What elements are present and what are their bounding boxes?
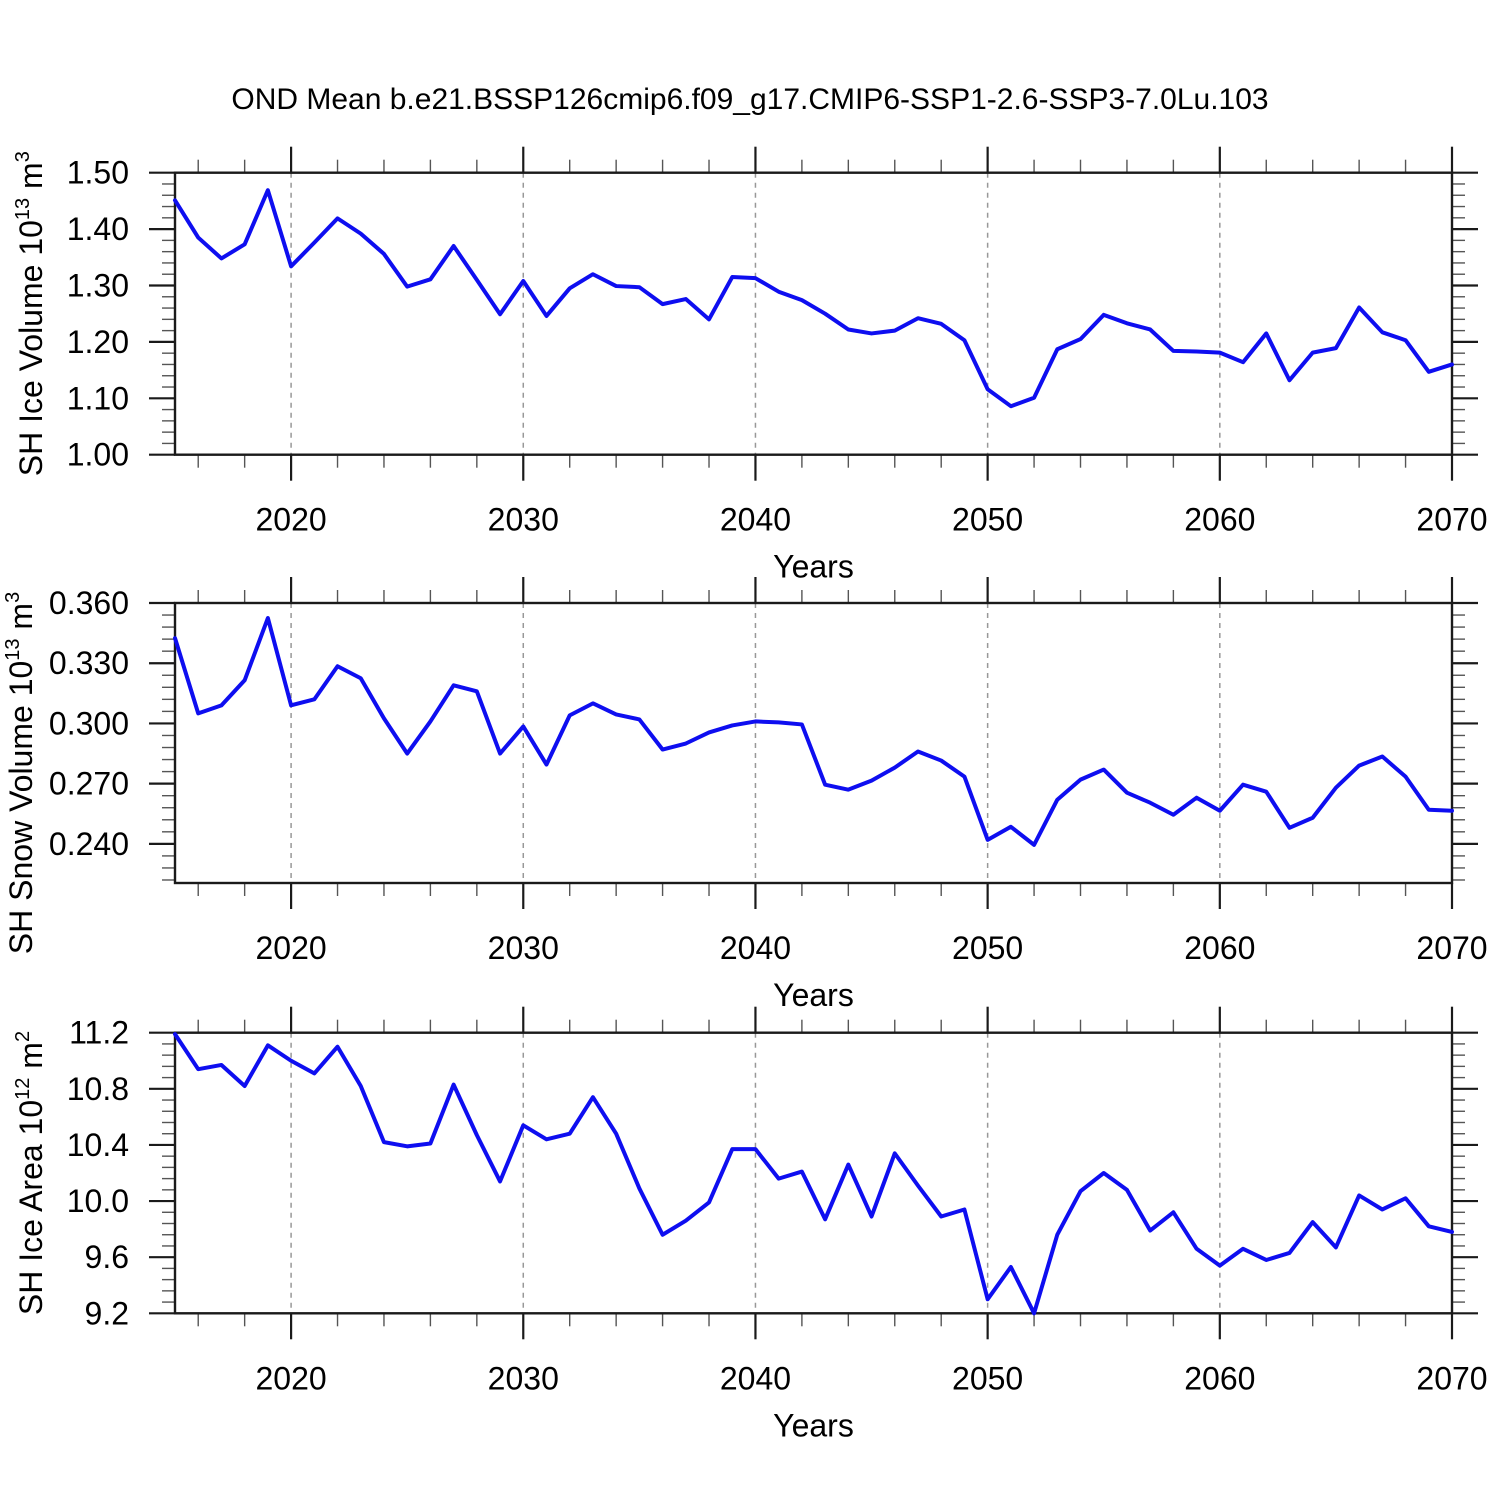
x-tick-label: 2040 bbox=[720, 1360, 791, 1396]
y-axis-title-text: SH Ice Volume 10 bbox=[13, 220, 49, 476]
panel-sh-ice-volume: 2020 2030 2040 2050 2060 2070 1.00 1.10 1.20 1.30… bbox=[12, 146, 1488, 585]
x-tick-label: 2060 bbox=[1184, 930, 1255, 966]
x-tick-label: 2070 bbox=[1416, 502, 1487, 538]
y-axis-title-text: m bbox=[13, 162, 49, 198]
x-tick-label: 2050 bbox=[952, 930, 1023, 966]
x-tick-label: 2030 bbox=[488, 1360, 559, 1396]
x-tick-label: 2020 bbox=[255, 502, 326, 538]
y-tick-label: 11.2 bbox=[69, 1015, 129, 1051]
y-tick-label: 9.6 bbox=[85, 1239, 129, 1275]
x-tick-label: 2020 bbox=[255, 930, 326, 966]
y-axis-title-superscript: 13 bbox=[12, 198, 34, 220]
y-tick-label: 1.10 bbox=[67, 380, 129, 416]
y-axis-title: SH Snow Volume 1013 m3 bbox=[2, 592, 39, 954]
y-tick-label: 1.50 bbox=[67, 155, 129, 191]
panel-sh-snow-volume: 2020 2030 2040 2050 2060 2070 0.240 0.270 0.300 0… bbox=[2, 577, 1488, 1013]
x-axis-title: Years bbox=[773, 1407, 854, 1443]
x-axis-title: Years bbox=[773, 549, 854, 585]
x-tick-label: 2040 bbox=[720, 930, 791, 966]
y-tick-label: 1.00 bbox=[67, 437, 129, 473]
x-tick-label: 2050 bbox=[952, 502, 1023, 538]
y-tick-label: 1.20 bbox=[67, 324, 129, 360]
x-tick-label: 2070 bbox=[1416, 930, 1487, 966]
x-tick-label: 2030 bbox=[488, 930, 559, 966]
x-tick-label: 2070 bbox=[1416, 1360, 1487, 1396]
x-tick-label: 2060 bbox=[1184, 1360, 1255, 1396]
y-tick-label: 0.270 bbox=[49, 766, 129, 802]
data-line-sh-ice-area bbox=[173, 1032, 1454, 1316]
x-tick-label: 2030 bbox=[488, 502, 559, 538]
data-line-sh-ice-volume bbox=[173, 188, 1454, 409]
y-tick-label: 9.2 bbox=[85, 1295, 129, 1331]
x-tick-label: 2040 bbox=[720, 502, 791, 538]
y-tick-label: 1.30 bbox=[67, 268, 129, 304]
y-axis-title: SH Ice Area 1012 m2 bbox=[12, 1031, 49, 1315]
plot-frame bbox=[173, 601, 1454, 885]
x-tick-label: 2050 bbox=[952, 1360, 1023, 1396]
plot-frame bbox=[173, 171, 1454, 456]
panel-sh-ice-area: 2020 2030 2040 2050 2060 2070 9.2 9.6 10.0 10.4 10… bbox=[12, 1006, 1488, 1443]
y-tick-label: 0.330 bbox=[49, 645, 129, 681]
x-axis-title: Years bbox=[773, 977, 854, 1013]
y-tick-label: 10.0 bbox=[67, 1183, 129, 1219]
y-tick-label: 0.240 bbox=[49, 826, 129, 862]
y-axis-title-superscript: 3 bbox=[12, 151, 34, 162]
y-axis-title-text: SH Snow Volume 10 bbox=[3, 661, 39, 955]
plot-frame bbox=[173, 1031, 1454, 1315]
y-axis-title-text: m bbox=[13, 1042, 49, 1078]
y-axis-title-superscript: 2 bbox=[12, 1031, 34, 1042]
y-tick-label: 1.40 bbox=[67, 211, 129, 247]
x-tick-label: 2020 bbox=[255, 1360, 326, 1396]
y-axis-title: SH Ice Volume 1013 m3 bbox=[12, 151, 49, 476]
y-tick-label: 10.8 bbox=[67, 1071, 129, 1107]
y-axis-title-superscript: 3 bbox=[2, 592, 24, 603]
y-tick-label: 0.300 bbox=[49, 705, 129, 741]
data-line-sh-snow-volume bbox=[173, 616, 1454, 847]
y-axis-title-text: SH Ice Area 10 bbox=[13, 1100, 49, 1315]
y-axis-title-text: m bbox=[3, 603, 39, 639]
y-tick-label: 0.360 bbox=[49, 585, 129, 621]
y-axis-title-superscript: 13 bbox=[2, 638, 24, 660]
x-tick-label: 2060 bbox=[1184, 502, 1255, 538]
y-axis-title-superscript: 12 bbox=[12, 1078, 34, 1100]
chart-title: OND Mean b.e21.BSSP126cmip6.f09_g17.CMIP… bbox=[231, 83, 1269, 116]
y-tick-label: 10.4 bbox=[67, 1127, 129, 1163]
